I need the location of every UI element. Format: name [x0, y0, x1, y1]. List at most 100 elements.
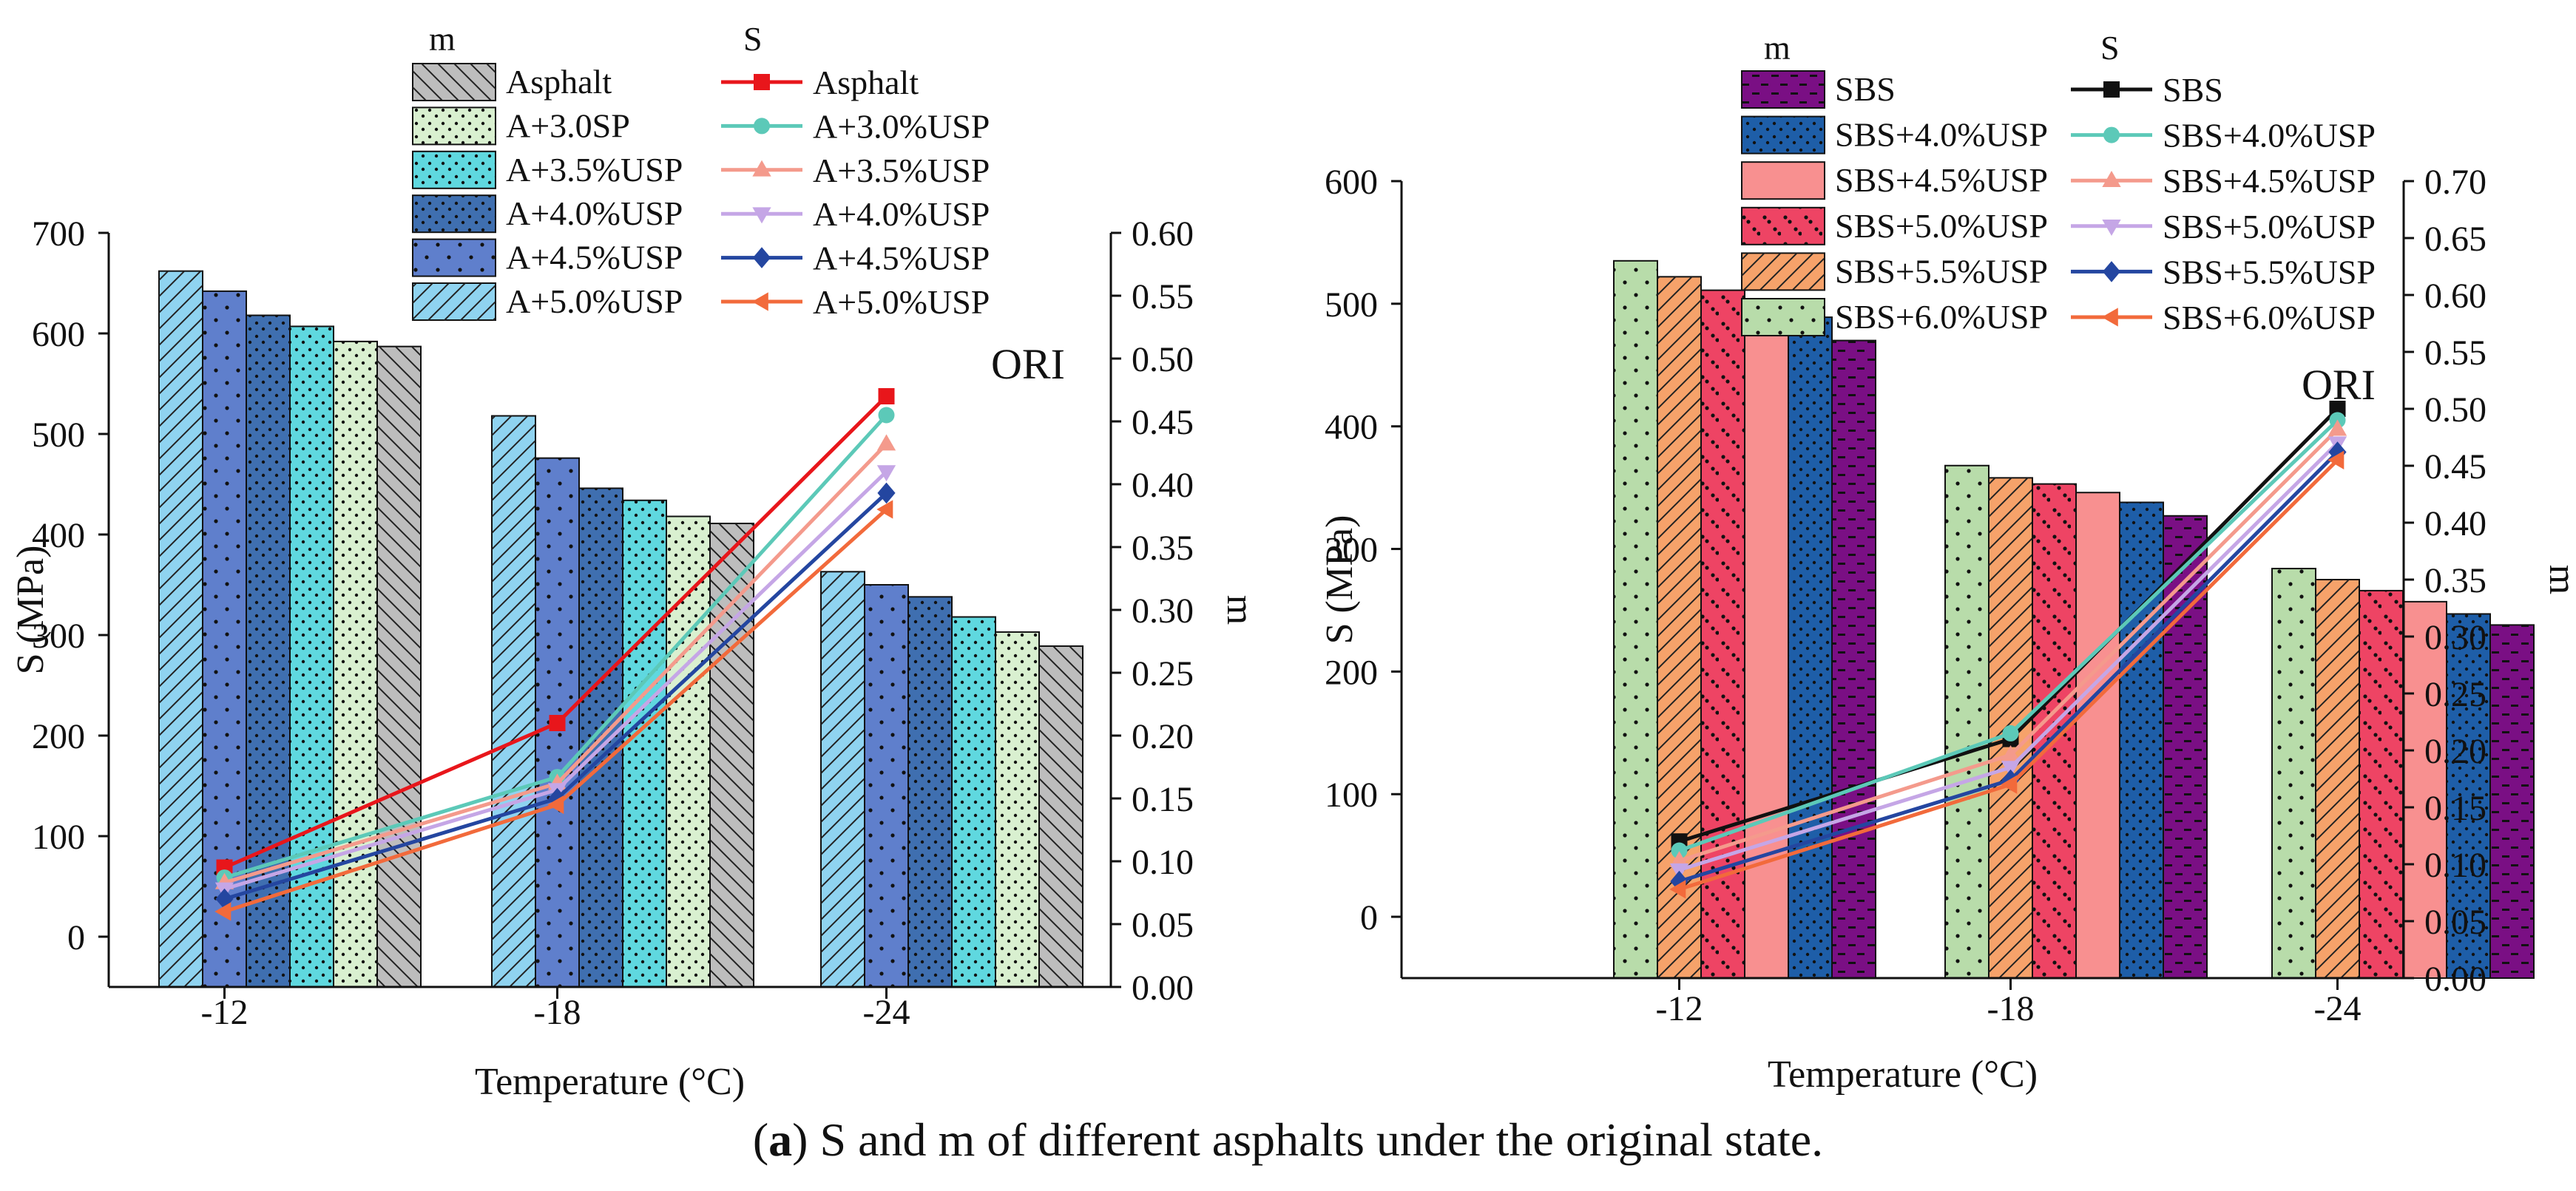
marker-SBS+4.0%USP--18: [2002, 725, 2019, 742]
marker-A+3.0%USP--24: [878, 407, 895, 424]
legend-s-marker-SBS+6.0%USP: [2101, 308, 2118, 327]
legend-m-swatch-SBS+4.5%USP: [1741, 161, 1825, 200]
y2tick-label-0.55: 0.55: [2424, 333, 2487, 373]
ytick-label-500: 500: [32, 415, 85, 455]
y2tick-label-0.60: 0.60: [1132, 214, 1194, 254]
y2tick-label-0.25: 0.25: [1132, 654, 1194, 693]
marker-SBS+4.0%USP--12: [1671, 842, 1688, 859]
chart-left: 0 100 200 300 400 500 600 700 0.00 0.05 0.10 0.15 0.…: [10, 20, 1261, 1103]
legend-m-swatch-pattern-SBS+4.0%USP: [1742, 116, 1825, 154]
legend-m-label-A+4.0%USP: A+4.0%USP: [506, 194, 683, 232]
y2tick-label-0.10: 0.10: [2424, 846, 2487, 885]
ytick-label-600: 600: [32, 315, 85, 354]
legend-s-marker-A+4.0%USP: [752, 207, 771, 224]
bar-pattern-SBS+4.0%USP--12: [1788, 317, 1832, 978]
legend-m-header: m: [1764, 29, 1791, 67]
legend-s-label-SBS+4.0%USP: SBS+4.0%USP: [2163, 117, 2376, 155]
bar-pattern-Asphalt--18: [710, 523, 754, 987]
y2tick-label-0.65: 0.65: [2424, 220, 2487, 259]
xtick-label--12: -12: [1656, 989, 1703, 1028]
ytick-label-700: 700: [32, 214, 85, 254]
legend-s-marker-A+4.5%USP: [752, 247, 771, 268]
ytick-label-300: 300: [1325, 531, 1378, 570]
bar-pattern-SBS+5.5%USP--24: [2316, 580, 2359, 978]
chart-right: 0 100 200 300 400 500 600 0.00 0.05 0.10 0.15 0.20 0…: [1319, 29, 2576, 1096]
figure-canvas: 0 100 200 300 400 500 600 700 0.00 0.05 0.10 0.15 0.…: [10, 20, 2576, 1103]
y2tick-label-0.25: 0.25: [2424, 675, 2487, 714]
legend-m-swatch-pattern-SBS+6.0%USP: [1742, 299, 1825, 336]
figure-caption: (a) S and m of different asphalts under …: [752, 1113, 1824, 1166]
marker-SBS+4.5%USP--18: [2001, 744, 2021, 761]
x-axis-title: Temperature (°C): [1768, 1053, 2038, 1096]
bar-pattern-A+3.0SP--12: [334, 341, 377, 987]
marker-Asphalt--18: [549, 715, 566, 731]
y2tick-label-0.15: 0.15: [1132, 780, 1194, 819]
legend-s-marker-A+3.0%USP: [754, 118, 770, 135]
y2tick-label-0.05: 0.05: [1132, 906, 1194, 945]
y2tick-label-0.45: 0.45: [1132, 403, 1194, 442]
legend-s-label-A+5.0%USP: A+5.0%USP: [813, 283, 990, 321]
ytick-label-0: 0: [1360, 898, 1378, 937]
legend-s-label-SBS: SBS: [2163, 71, 2223, 109]
y2tick-label-0.45: 0.45: [2424, 447, 2487, 486]
caption-label: a: [768, 1113, 793, 1166]
legend-m-label-SBS+5.5%USP: SBS+5.5%USP: [1835, 252, 2048, 290]
ytick-label-500: 500: [1325, 285, 1378, 325]
marker-SBS+6.0%USP--12: [1669, 880, 1686, 899]
bar-SBS+4.5%USP--12: [1744, 302, 1789, 980]
y2tick-label-0.20: 0.20: [2424, 732, 2487, 771]
x-axis-title: Temperature (°C): [475, 1061, 745, 1103]
legend-s-header: S: [743, 20, 763, 58]
legend-s-marker-Asphalt: [754, 74, 770, 90]
ytick-label-100: 100: [32, 818, 85, 857]
bar-pattern-Asphalt--24: [1039, 645, 1083, 987]
ytick-label-400: 400: [32, 516, 85, 555]
bar-pattern-SBS+6.0%USP--12: [1614, 260, 1657, 978]
legend-m-swatch-pattern-SBS+5.0%USP: [1742, 207, 1825, 245]
ytick-label-200: 200: [1325, 653, 1378, 692]
xtick-label--18: -18: [534, 993, 581, 1032]
legend-s-marker-SBS+5.5%USP: [2102, 261, 2121, 282]
legend-s-marker-SBS+4.5%USP: [2102, 171, 2121, 187]
marker-SBS+4.5%USP--12: [1669, 851, 1689, 868]
legend-s-marker-A+3.5%USP: [752, 160, 771, 177]
legend-s-marker-A+5.0%USP: [751, 292, 768, 311]
y2tick-label-0.30: 0.30: [1132, 591, 1194, 631]
y2tick-label-0.35: 0.35: [2424, 561, 2487, 600]
legend-m-label-SBS+4.5%USP: SBS+4.5%USP: [1835, 161, 2048, 199]
legend-s-marker-SBS: [2103, 81, 2120, 98]
legend-s-label-SBS+5.5%USP: SBS+5.5%USP: [2163, 253, 2376, 291]
bar-pattern-A+3.0SP--24: [995, 631, 1039, 987]
legend-s-label-A+3.0%USP: A+3.0%USP: [813, 107, 990, 145]
bar-pattern-A+3.0SP--18: [666, 516, 710, 987]
y2tick-label-0.10: 0.10: [1132, 843, 1194, 882]
bar-pattern-SBS+5.0%USP--24: [2359, 590, 2403, 978]
y-axis-title: S (MPa): [10, 546, 52, 675]
bar-pattern-SBS+4.0%USP--18: [2120, 502, 2163, 978]
ori-annotation: ORI: [991, 340, 1065, 388]
legend-m-label-SBS+5.0%USP: SBS+5.0%USP: [1835, 207, 2048, 245]
marker-A+5.0%USP--24: [876, 500, 893, 519]
legend-m-swatch-pattern-A+3.5%USP: [413, 151, 496, 189]
xtick-label--24: -24: [2314, 989, 2362, 1028]
y2tick-label-0.50: 0.50: [1132, 340, 1194, 379]
y2tick-label-0.60: 0.60: [2424, 276, 2487, 316]
bar-pattern-A+4.0%USP--24: [908, 597, 952, 987]
legend-m-label-SBS: SBS: [1835, 70, 1896, 108]
legend-s-label-SBS+4.5%USP: SBS+4.5%USP: [2163, 162, 2376, 200]
bar-pattern-SBS+4.0%USP--24: [2447, 614, 2490, 978]
legend-m-swatch-pattern-A+4.0%USP: [413, 195, 496, 233]
bar-pattern-A+4.5%USP--24: [865, 585, 908, 987]
bar-pattern-SBS+6.0%USP--24: [2272, 569, 2316, 978]
xtick-label--18: -18: [1987, 989, 2035, 1028]
legend-s-label-Asphalt: Asphalt: [813, 64, 919, 101]
ytick-label-100: 100: [1325, 776, 1378, 815]
legend-m-label-SBS+4.0%USP: SBS+4.0%USP: [1835, 116, 2048, 154]
legend-m-header: m: [429, 20, 456, 58]
y2tick-label-0.70: 0.70: [2424, 163, 2487, 202]
marker-A+5.0%USP--18: [547, 795, 564, 815]
y2tick-label-0.20: 0.20: [1132, 717, 1194, 756]
legend-s-label-SBS+6.0%USP: SBS+6.0%USP: [2163, 299, 2376, 336]
marker-A+5.0%USP--12: [214, 902, 231, 921]
marker-Asphalt--24: [878, 388, 895, 404]
